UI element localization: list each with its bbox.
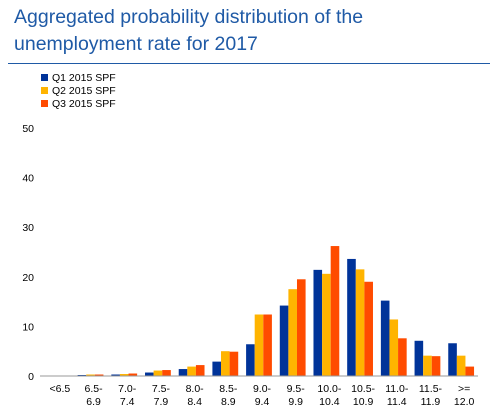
legend-label: Q1 2015 SPF [52,72,116,84]
x-tick-label: 9.0- [253,383,272,395]
x-tick-label: 6.5- [84,383,103,395]
x-tick-label: 10.0- [317,383,341,395]
bar-q3-2015-spf [195,365,205,376]
legend-label: Q3 2015 SPF [52,98,116,110]
bar-q1-2015-spf [448,343,457,376]
x-tick-label: 12.0 [454,396,475,408]
bar-q1-2015-spf [145,372,154,376]
bar-q1-2015-spf [279,305,289,376]
bar-q1-2015-spf [313,269,323,376]
bar-q2-2015-spf [119,374,129,376]
bar-q2-2015-spf [389,319,399,376]
bar-q3-2015-spf [398,338,407,376]
bar-q2-2015-spf [254,314,264,376]
bar-q2-2015-spf [288,289,297,376]
chart-title-line-2: unemployment rate for 2017 [14,33,258,55]
x-tick-label: 9.9 [288,396,303,408]
x-tick-label: 10.4 [319,396,340,408]
x-tick-label: 10.9 [353,396,374,408]
y-tick-label: 50 [22,123,34,135]
bar-q1-2015-spf [178,369,188,376]
chart-title: Aggregated probability distribution of t… [14,4,484,58]
bar-q3-2015-spf [263,314,272,376]
bar-q1-2015-spf [380,300,390,376]
bars [43,246,475,376]
x-tick-label: 11.0- [385,383,409,395]
bar-q1-2015-spf [111,374,120,376]
x-tick-label: 8.5- [219,383,238,395]
x-tick-label: <6.5 [49,383,70,395]
bar-q2-2015-spf [187,366,196,376]
bar-q1-2015-spf [212,361,222,376]
bar-q2-2015-spf [153,370,163,376]
chart-title-line-1: Aggregated probability distribution of t… [14,6,364,28]
legend-swatch [41,87,48,94]
y-tick-label: 0 [28,371,34,383]
x-tick-label: 9.5- [287,383,306,395]
bar-q3-2015-spf [296,279,306,376]
bar-q1-2015-spf [347,258,356,376]
x-tick-label: 9.4 [255,396,270,408]
bar-q2-2015-spf [423,355,432,376]
bar-q3-2015-spf [431,356,441,376]
x-tick-label: 11.5- [419,383,443,395]
y-tick-label: 40 [22,173,34,185]
bar-q3-2015-spf [229,351,239,376]
bar-q2-2015-spf [456,355,466,376]
x-tick-label: 7.5- [152,383,171,395]
x-tick-label: 11.4 [387,396,407,408]
bar-q3-2015-spf [128,373,138,376]
bar-q3-2015-spf [364,281,373,376]
bar-q1-2015-spf [246,344,255,376]
x-tick-label: 8.4 [187,396,202,408]
x-axis: <6.5 6.5-6.9 7.0-7.4 7.5-7.9 8.0-8.4 8.5-8.9 9… [40,375,478,408]
x-tick-label: 8.0- [186,383,205,395]
title-divider [8,63,490,64]
y-tick-label: 30 [22,222,34,234]
y-tick-label: 20 [22,272,34,284]
bar-q3-2015-spf [465,366,475,376]
bar-q1-2015-spf [414,340,424,376]
x-tick-label: 6.9 [86,396,101,408]
legend-swatch [41,100,48,107]
bar-q3-2015-spf [94,374,104,376]
x-tick-label: 7.4 [120,396,135,408]
x-tick-label: 7.0- [118,383,137,395]
x-tick-label: 7.9 [154,396,169,408]
legend-swatch [41,74,48,81]
x-tick-label: 10.5- [351,383,375,395]
bar-q2-2015-spf [322,273,331,376]
y-tick-label: 10 [22,321,34,333]
x-tick-label: 11.9 [421,396,441,408]
bar-q2-2015-spf [221,351,230,376]
y-axis: 0 10 20 30 40 50 [22,123,34,383]
legend-label: Q2 2015 SPF [52,85,116,97]
x-tick-label: >= [458,383,470,395]
bar-q2-2015-spf [355,269,365,376]
x-tick-label: 8.9 [221,396,236,408]
bar-q2-2015-spf [86,374,95,376]
bar-q3-2015-spf [162,370,171,376]
bar-q3-2015-spf [330,246,340,376]
